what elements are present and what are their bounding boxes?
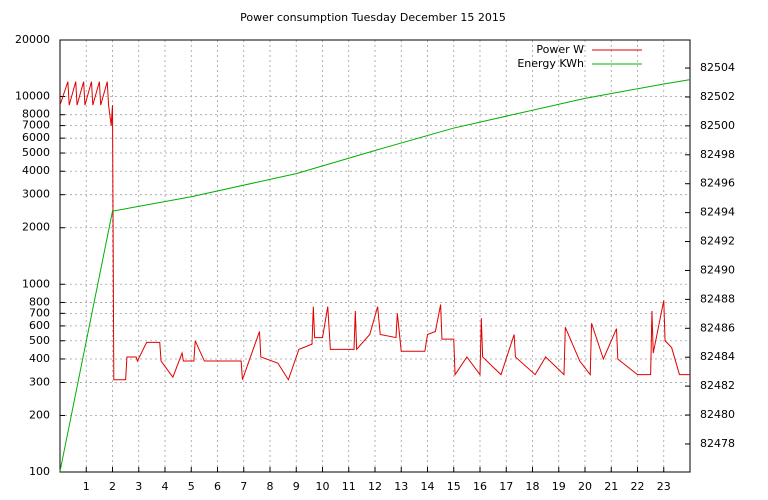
y2-tick-label: 82496 bbox=[700, 177, 735, 190]
y-tick-label: 400 bbox=[29, 352, 50, 365]
y-tick-label: 700 bbox=[29, 306, 50, 319]
y-tick-label: 500 bbox=[29, 334, 50, 347]
y-tick-label: 6000 bbox=[22, 131, 50, 144]
x-tick-label: 8 bbox=[267, 480, 274, 493]
y-tick-label: 4000 bbox=[22, 164, 50, 177]
y-tick-label: 10000 bbox=[15, 90, 50, 103]
x-tick-label: 12 bbox=[368, 480, 382, 493]
y-tick-label: 8000 bbox=[22, 108, 50, 121]
y-tick-label: 7000 bbox=[22, 119, 50, 132]
legend-label: Energy KWh bbox=[517, 57, 584, 70]
y-tick-label: 200 bbox=[29, 408, 50, 421]
x-tick-label: 5 bbox=[188, 480, 195, 493]
y2-tick-label: 82478 bbox=[700, 437, 735, 450]
y-tick-label: 600 bbox=[29, 319, 50, 332]
x-tick-label: 2 bbox=[109, 480, 116, 493]
plot-frame bbox=[59, 39, 691, 473]
y2-tick-label: 82482 bbox=[700, 379, 735, 392]
x-tick-label: 4 bbox=[162, 480, 169, 493]
x-tick-label: 9 bbox=[293, 480, 300, 493]
y2-tick-label: 82500 bbox=[700, 119, 735, 132]
x-tick-label: 1 bbox=[83, 480, 90, 493]
y-tick-label: 100 bbox=[29, 465, 50, 478]
y2-tick-label: 82504 bbox=[700, 61, 735, 74]
y2-tick-label: 82492 bbox=[700, 235, 735, 248]
chart-title: Power consumption Tuesday December 15 20… bbox=[240, 11, 506, 24]
y2-tick-label: 82498 bbox=[700, 148, 735, 161]
x-tick-label: 21 bbox=[604, 480, 618, 493]
x-tick-label: 11 bbox=[342, 480, 356, 493]
y-tick-label: 5000 bbox=[22, 146, 50, 159]
series-line bbox=[59, 81, 690, 381]
series-line bbox=[59, 79, 691, 472]
x-tick-label: 10 bbox=[316, 480, 330, 493]
x-tick-label: 23 bbox=[657, 480, 671, 493]
y-tick-label: 800 bbox=[29, 295, 50, 308]
y-tick-label: 300 bbox=[29, 375, 50, 388]
x-tick-label: 6 bbox=[214, 480, 221, 493]
legend-label: Power W bbox=[536, 43, 584, 56]
x-tick-label: 3 bbox=[135, 480, 142, 493]
y2-tick-label: 82494 bbox=[700, 206, 735, 219]
x-tick-label: 14 bbox=[421, 480, 435, 493]
x-tick-label: 19 bbox=[552, 480, 566, 493]
y2-tick-label: 82502 bbox=[700, 90, 735, 103]
x-tick-label: 13 bbox=[394, 480, 408, 493]
y2-tick-label: 82484 bbox=[700, 350, 735, 363]
y-tick-label: 1000 bbox=[22, 277, 50, 290]
y2-tick-label: 82490 bbox=[700, 263, 735, 276]
x-tick-label: 15 bbox=[447, 480, 461, 493]
x-tick-label: 20 bbox=[578, 480, 592, 493]
y-tick-label: 2000 bbox=[22, 221, 50, 234]
y-tick-label: 3000 bbox=[22, 188, 50, 201]
y2-tick-label: 82488 bbox=[700, 292, 735, 305]
x-tick-label: 7 bbox=[240, 480, 247, 493]
y2-tick-label: 82480 bbox=[700, 408, 735, 421]
x-tick-label: 17 bbox=[499, 480, 513, 493]
y-tick-label: 20000 bbox=[15, 33, 50, 46]
x-tick-label: 18 bbox=[526, 480, 540, 493]
x-tick-label: 16 bbox=[473, 480, 487, 493]
y2-tick-label: 82486 bbox=[700, 321, 735, 334]
x-tick-label: 22 bbox=[631, 480, 645, 493]
